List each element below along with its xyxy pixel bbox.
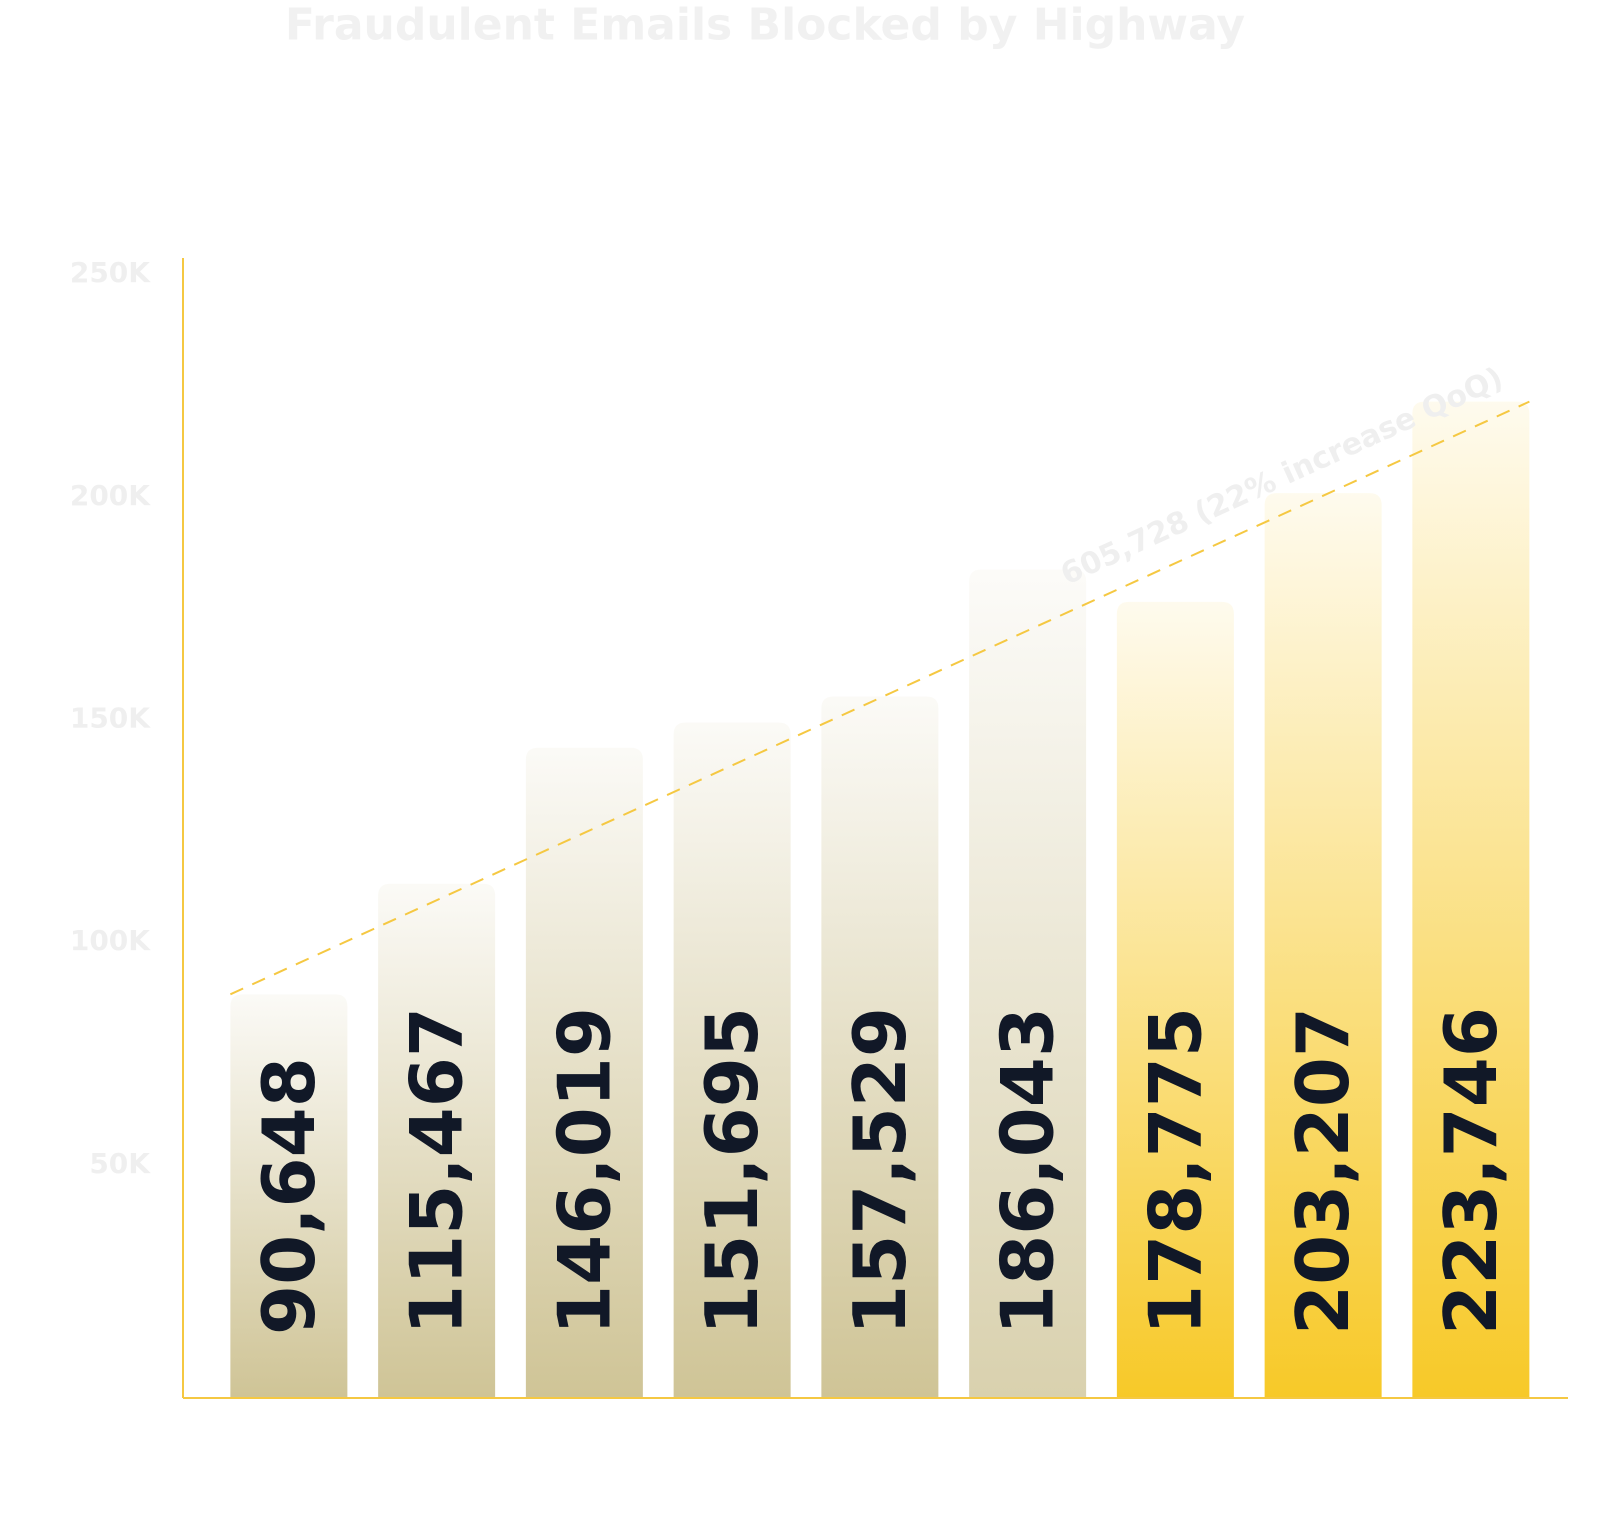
bar: [525, 747, 643, 1398]
y-tick-label: 150K: [70, 702, 151, 735]
bar: [378, 883, 496, 1398]
data-label: 157,529: [838, 1007, 922, 1335]
y-tick-label: 250K: [70, 256, 151, 289]
data-label: 178,775: [1133, 1007, 1217, 1335]
bar: [230, 994, 348, 1398]
data-label: 186,043: [986, 1007, 1070, 1335]
bar: [673, 722, 791, 1398]
data-label: 203,207: [1281, 1007, 1365, 1335]
data-label: 90,648: [247, 1057, 331, 1335]
bar: [1116, 601, 1234, 1398]
y-tick-label: 50K: [89, 1147, 151, 1180]
bar: [821, 696, 939, 1398]
y-tick-label: 100K: [70, 924, 151, 957]
data-label: 223,746: [1429, 1007, 1513, 1335]
data-label: 115,467: [395, 1007, 479, 1335]
bar: [969, 569, 1087, 1398]
y-tick-label: 200K: [70, 479, 151, 512]
bar: [1412, 401, 1530, 1398]
data-label: 151,695: [690, 1007, 774, 1335]
data-label: 146,019: [542, 1007, 626, 1335]
bar: [1264, 493, 1382, 1398]
chart-title: Fraudulent Emails Blocked by Highway: [285, 0, 1245, 51]
trend-line: [229, 400, 1530, 996]
